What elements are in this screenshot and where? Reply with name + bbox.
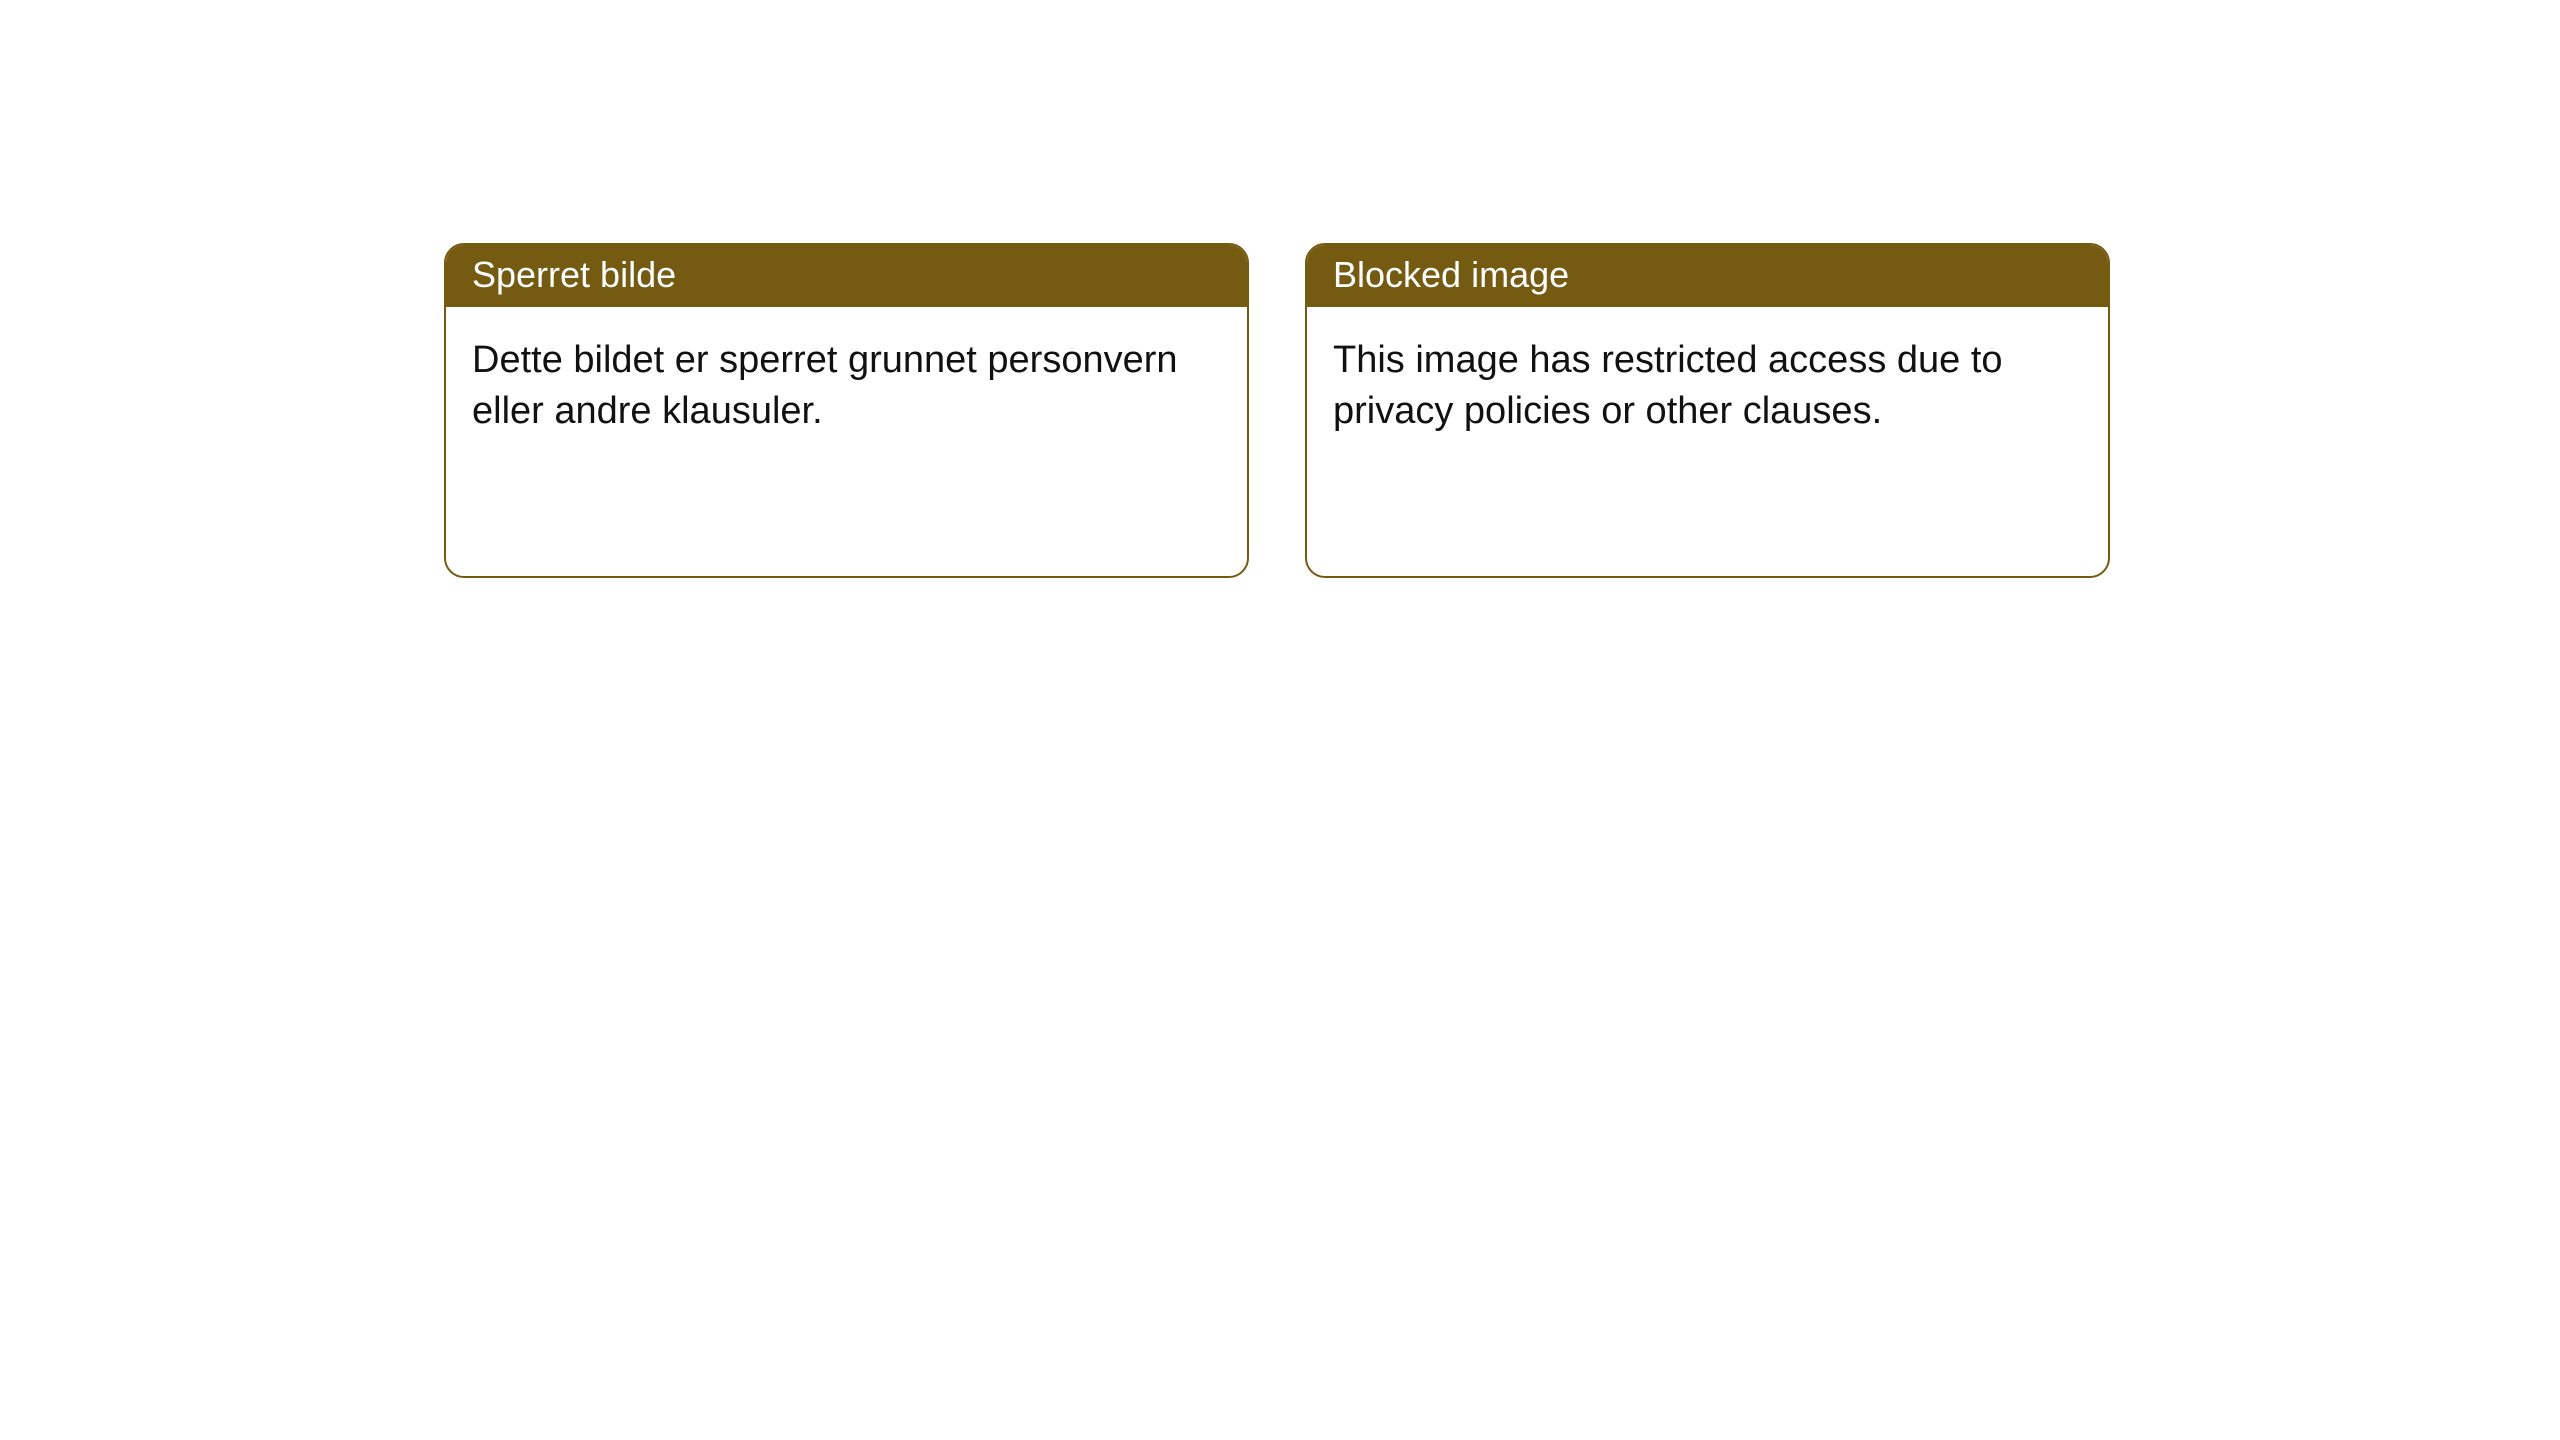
panel-title-en: Blocked image [1307,245,2108,307]
panel-title-no: Sperret bilde [446,245,1247,307]
blocked-image-panel-en: Blocked image This image has restricted … [1305,243,2110,578]
blocked-image-panel-no: Sperret bilde Dette bildet er sperret gr… [444,243,1249,578]
panel-body-en: This image has restricted access due to … [1307,307,2108,464]
panel-body-no: Dette bildet er sperret grunnet personve… [446,307,1247,464]
notice-panels-container: Sperret bilde Dette bildet er sperret gr… [0,0,2560,578]
